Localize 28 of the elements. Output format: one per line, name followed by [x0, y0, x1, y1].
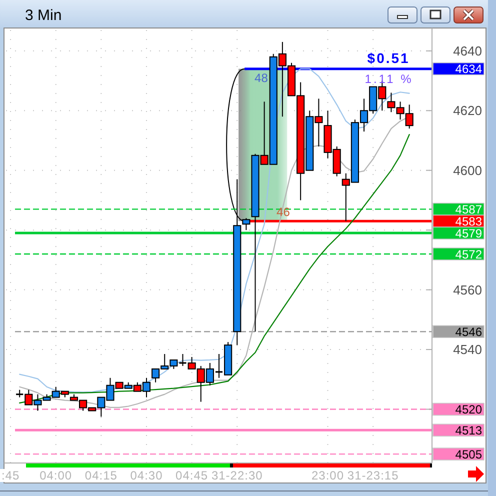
x-tick-label: 04:00: [40, 468, 72, 483]
y-tick-label: 4540: [453, 342, 482, 358]
x-tick-label: 04:30: [130, 468, 163, 483]
candlestick: [242, 218, 250, 231]
annotation: $0.51: [367, 50, 410, 66]
ref-line-label: 4520: [455, 402, 482, 417]
y-tick-label: 4600: [453, 162, 482, 178]
x-tick-label: :45: [1, 468, 20, 483]
x-tick-label: 31-22:30: [211, 468, 263, 483]
y-tick-label: 4640: [453, 43, 482, 58]
x-tick-label: 04:45: [176, 468, 208, 483]
ref-line-label: 4505: [455, 447, 482, 462]
chart-title: 3 Min: [25, 7, 62, 24]
ref-line-label: 4513: [455, 423, 482, 438]
ref-line-label: 4579: [455, 226, 482, 240]
annotation: 1.11 %: [364, 72, 414, 86]
ref-line-label: 4546: [455, 324, 482, 339]
y-tick-label: 4620: [453, 103, 482, 118]
ref-line-label: 4634: [455, 62, 482, 76]
ref-line-label: 4583: [455, 214, 482, 228]
x-tick-label: 31-23:15: [347, 468, 399, 483]
annotation: 46: [276, 205, 290, 220]
y-tick-label: 4560: [453, 282, 482, 298]
x-tick-label: 23:00: [312, 468, 344, 483]
ref-line-label: 4572: [455, 247, 482, 262]
x-tick-label: 04:15: [84, 468, 118, 483]
annotation: 48: [254, 70, 268, 85]
ref-line-label: 4587: [455, 202, 482, 216]
